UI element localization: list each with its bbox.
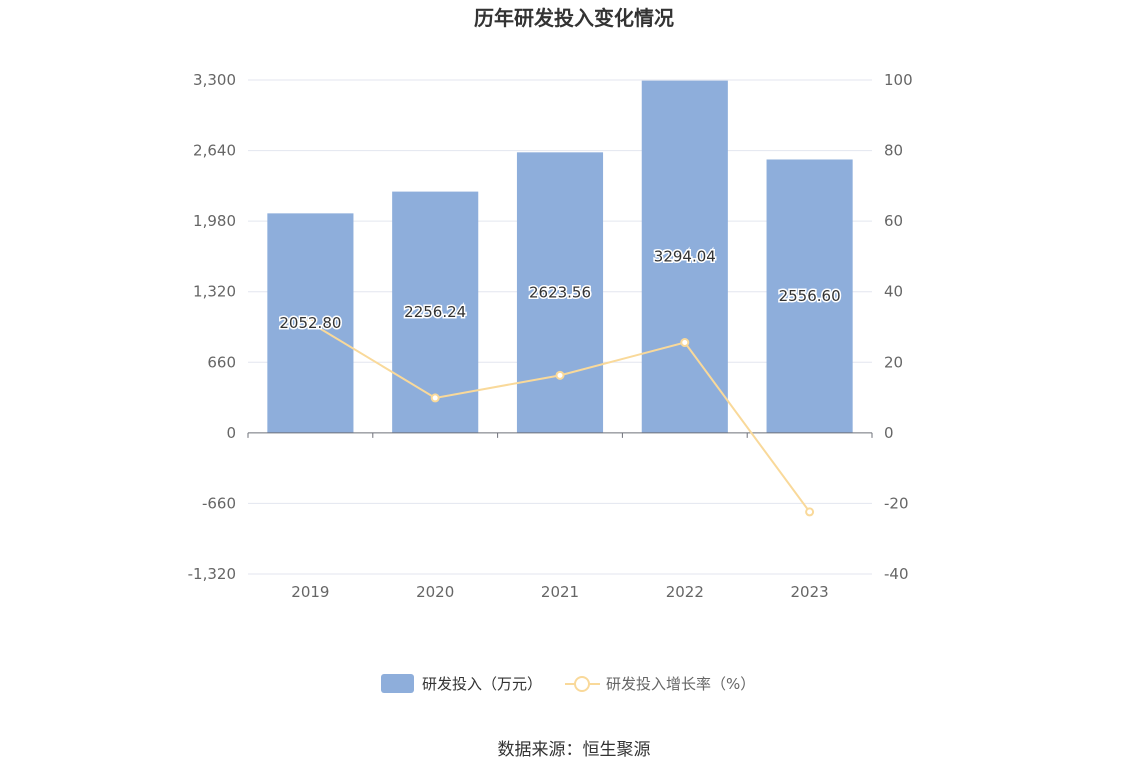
growth-rate-series <box>305 318 815 517</box>
growth-rate-point <box>555 370 565 380</box>
growth-rate-point <box>680 338 690 348</box>
y-left-tick-label: -660 <box>202 494 236 512</box>
y-left-tick-label: 1,320 <box>193 283 236 301</box>
bar-value-label: 2256.24 <box>404 303 466 321</box>
bar-value-label: 2623.56 <box>529 284 591 302</box>
y-left-tick-label: 3,300 <box>193 71 236 89</box>
y-right-tick-label: 0 <box>884 424 894 442</box>
y-left-tick-label: 1,980 <box>193 212 236 230</box>
x-tick-label: 2021 <box>541 583 579 601</box>
growth-rate-point <box>805 507 815 517</box>
y-right-tick-label: 100 <box>884 71 913 89</box>
y-right-tick-label: 20 <box>884 353 903 371</box>
x-tick-label: 2022 <box>666 583 704 601</box>
y-left-tick-label: -1,320 <box>188 565 236 583</box>
bar <box>516 152 604 433</box>
x-tick-label: 2023 <box>791 583 829 601</box>
y-right-tick-label: -20 <box>884 494 909 512</box>
chart-title: 历年研发投入变化情况 <box>474 6 674 30</box>
legend-item-growth-rate[interactable]: 研发投入增长率（%） <box>565 675 755 693</box>
legend-swatch-rd-investment <box>381 674 414 693</box>
growth-rate-point <box>305 318 315 328</box>
y-left-tick-label: 2,640 <box>193 142 236 160</box>
y-right-tick-label: -40 <box>884 565 909 583</box>
x-axis <box>247 432 873 438</box>
bar-value-label: 3294.04 <box>654 248 716 266</box>
data-source: 数据来源：恒生聚源 <box>498 740 651 760</box>
legend-label-rd-investment: 研发投入（万元） <box>422 675 542 693</box>
legend-marker-growth-rate <box>574 676 590 692</box>
legend-label-growth-rate: 研发投入增长率（%） <box>606 675 755 693</box>
axis-tick-labels: 3,300 2,640 1,980 1,320 660 0 -660 -1,320 100 80 6… <box>188 71 913 601</box>
y-right-tick-label: 40 <box>884 283 903 301</box>
growth-rate-point <box>430 393 440 403</box>
y-left-tick-label: 0 <box>226 424 236 442</box>
y-right-tick-label: 80 <box>884 142 903 160</box>
legend[interactable]: 研发投入（万元） 研发投入增长率（%） <box>381 674 755 693</box>
bar-value-label: 2556.60 <box>779 287 841 305</box>
bar-data-labels: 2052.80 2256.24 2623.56 3294.04 2556.60 <box>278 246 842 333</box>
x-tick-label: 2020 <box>416 583 454 601</box>
bar-series <box>267 80 853 433</box>
y-right-tick-label: 60 <box>884 212 903 230</box>
x-tick-label: 2019 <box>291 583 329 601</box>
bar-value-label: 2052.80 <box>279 314 341 332</box>
bar <box>766 159 853 433</box>
legend-item-rd-investment[interactable]: 研发投入（万元） <box>381 674 542 693</box>
y-left-tick-label: 660 <box>207 353 236 371</box>
bar <box>641 80 728 433</box>
